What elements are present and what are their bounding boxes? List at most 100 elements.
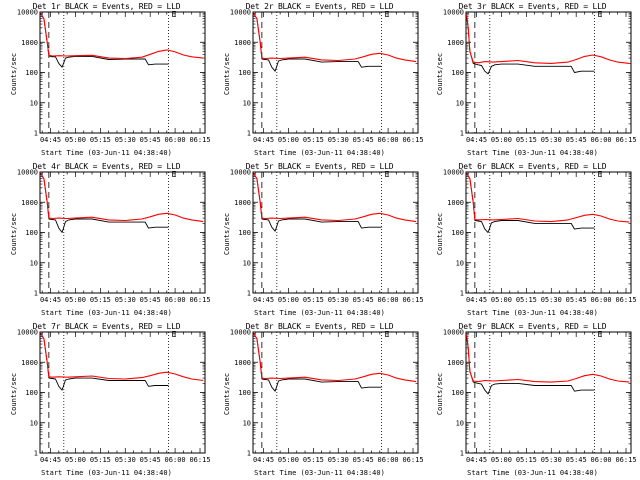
x-tick-label: 05:15 (303, 136, 324, 144)
x-tick-label: 06:00 (165, 136, 186, 144)
y-tick-label: 10000 (443, 9, 464, 17)
y-axis-label: Counts/sec (223, 372, 231, 416)
lld-series-line (40, 173, 204, 223)
annotation-label: E (597, 170, 602, 179)
lld-series-line (253, 13, 417, 63)
x-tick-label: 06:15 (615, 296, 636, 304)
y-tick-label: 1000 (21, 359, 38, 367)
x-tick-label: 05:45 (566, 456, 587, 464)
x-axis-label: Start Time (03-Jun-11 04:38:40) (467, 469, 598, 477)
x-tick-label: 05:45 (353, 136, 374, 144)
x-tick-label: 04:45 (253, 456, 274, 464)
y-tick-label: 1000 (21, 199, 38, 207)
panel-title: Det 6r BLACK = Events, RED = LLD (458, 162, 607, 171)
annotation-label: E (597, 10, 602, 19)
y-tick-label: 1 (34, 450, 38, 458)
y-tick-label: 100 (451, 229, 464, 237)
events-series-line (40, 13, 169, 68)
x-tick-label: 05:15 (303, 456, 324, 464)
lld-series-line (466, 173, 630, 223)
plot-frame (39, 11, 206, 134)
y-tick-label: 1 (247, 290, 251, 298)
detector-panel: 1 10 100 1000 10000 04:45 05:00 05:15 05:30 05:45… (426, 320, 639, 480)
y-tick-label: 1 (34, 130, 38, 138)
x-tick-label: 06:00 (591, 296, 612, 304)
x-tick-label: 06:00 (165, 456, 186, 464)
y-tick-label: 10 (243, 419, 251, 427)
x-tick-label: 05:00 (65, 456, 86, 464)
y-tick-label: 1000 (447, 359, 464, 367)
x-tick-label: 05:15 (516, 296, 537, 304)
y-tick-label: 1000 (234, 199, 251, 207)
detector-panel: 1 10 100 1000 10000 04:45 05:00 05:15 05:30 05:45… (0, 160, 213, 320)
plot-frame (465, 171, 632, 294)
x-tick-label: 05:15 (516, 456, 537, 464)
x-tick-label: 06:15 (402, 296, 423, 304)
y-tick-label: 1000 (234, 359, 251, 367)
x-tick-label: 05:00 (278, 456, 299, 464)
chart-svg: 1 10 100 1000 10000 04:45 05:00 05:15 05:30 05:45… (17, 9, 211, 145)
events-series-line (40, 333, 169, 391)
y-tick-label: 10 (456, 259, 464, 267)
panel-title: Det 1r BLACK = Events, RED = LLD (32, 2, 181, 11)
x-tick-label: 05:45 (353, 296, 374, 304)
x-tick-label: 04:45 (40, 136, 61, 144)
x-tick-label: 04:45 (466, 136, 487, 144)
x-tick-label: 05:30 (541, 456, 562, 464)
y-tick-label: 1 (247, 130, 251, 138)
detector-panel: 1 10 100 1000 10000 04:45 05:00 05:15 05:30 05:45… (213, 0, 426, 160)
plot-frame (252, 11, 419, 134)
y-tick-label: 1000 (447, 39, 464, 47)
x-tick-label: 05:30 (328, 456, 349, 464)
chart-svg: 1 10 100 1000 10000 04:45 05:00 05:15 05:30 05:45… (443, 9, 637, 145)
x-tick-label: 05:00 (278, 136, 299, 144)
y-axis-label: Counts/sec (10, 212, 18, 256)
plot-frame (465, 11, 632, 134)
chart-svg: 1 10 100 1000 10000 04:45 05:00 05:15 05:30 05:45… (230, 169, 424, 305)
x-tick-label: 06:15 (615, 136, 636, 144)
x-tick-label: 05:30 (115, 456, 136, 464)
y-tick-label: 10000 (443, 329, 464, 337)
plot-frame (39, 331, 206, 454)
x-tick-label: 04:45 (40, 296, 61, 304)
annotation-label: E (171, 330, 176, 339)
lld-series-line (40, 13, 204, 60)
lld-series-line (466, 334, 630, 383)
y-tick-label: 10000 (17, 329, 38, 337)
x-tick-label: 05:15 (90, 296, 111, 304)
annotation-label: E (384, 10, 389, 19)
x-tick-label: 05:45 (140, 136, 161, 144)
y-axis-label: Counts/sec (436, 52, 444, 96)
x-tick-label: 05:00 (65, 296, 86, 304)
y-axis-label: Counts/sec (10, 372, 18, 416)
y-axis-label: Counts/sec (436, 212, 444, 256)
panel-title: Det 2r BLACK = Events, RED = LLD (245, 2, 394, 11)
y-tick-label: 10000 (443, 169, 464, 177)
chart-svg: 1 10 100 1000 10000 04:45 05:00 05:15 05:30 05:45… (17, 329, 211, 465)
annotation-label: E (384, 330, 389, 339)
annotation-label: E (171, 10, 176, 19)
x-tick-label: 05:00 (491, 456, 512, 464)
chart-svg: 1 10 100 1000 10000 04:45 05:00 05:15 05:30 05:45… (443, 169, 637, 305)
panel-title: Det 5r BLACK = Events, RED = LLD (245, 162, 394, 171)
x-axis-label: Start Time (03-Jun-11 04:38:40) (254, 309, 385, 317)
y-tick-label: 1000 (21, 39, 38, 47)
annotation-label: E (597, 330, 602, 339)
x-tick-label: 05:00 (65, 136, 86, 144)
y-tick-label: 100 (25, 229, 38, 237)
y-tick-label: 10000 (17, 9, 38, 17)
panel-title: Det 8r BLACK = Events, RED = LLD (245, 322, 394, 331)
y-tick-label: 1 (460, 450, 464, 458)
y-tick-label: 100 (451, 389, 464, 397)
x-tick-label: 06:00 (165, 296, 186, 304)
events-series-line (466, 14, 595, 75)
x-tick-label: 05:00 (491, 136, 512, 144)
events-series-line (466, 334, 595, 395)
y-tick-label: 10 (30, 419, 38, 427)
y-tick-label: 10 (243, 259, 251, 267)
plot-frame (39, 171, 206, 294)
x-tick-label: 04:45 (466, 296, 487, 304)
x-tick-label: 06:15 (615, 456, 636, 464)
x-tick-label: 05:45 (353, 456, 374, 464)
